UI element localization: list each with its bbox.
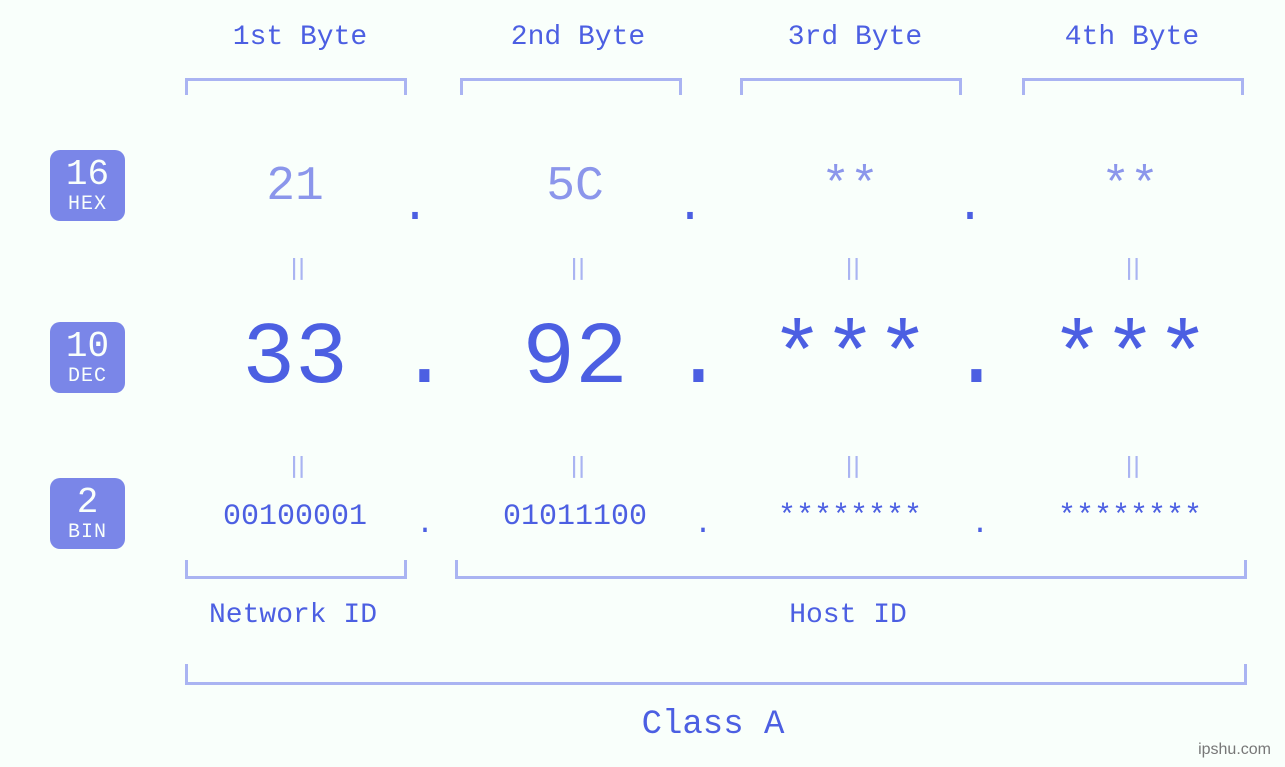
hex-dot-1: .	[395, 180, 435, 234]
byte-header-3: 3rd Byte	[745, 22, 965, 53]
top-bracket-2	[460, 78, 682, 95]
eq-hex-dec-1: =	[278, 247, 312, 292]
network-id-label: Network ID	[185, 600, 401, 631]
dec-byte-2: 92	[465, 310, 685, 409]
class-bracket	[185, 664, 1247, 685]
bin-label: BIN	[50, 522, 125, 543]
network-bracket	[185, 560, 407, 579]
dec-byte-3: ***	[740, 310, 960, 409]
dec-base: 10	[50, 328, 125, 366]
byte-header-2: 2nd Byte	[468, 22, 688, 53]
eq-dec-bin-3: =	[833, 445, 867, 490]
hex-badge: 16 HEX	[50, 150, 125, 221]
dec-badge: 10 DEC	[50, 322, 125, 393]
hex-byte-2: 5C	[485, 160, 665, 214]
bin-byte-4: ********	[1010, 500, 1250, 534]
bin-byte-2: 01011100	[455, 500, 695, 534]
eq-dec-bin-2: =	[558, 445, 592, 490]
dec-dot-2: .	[672, 310, 712, 409]
top-bracket-3	[740, 78, 962, 95]
bin-dot-3: .	[965, 508, 995, 542]
byte-header-4: 4th Byte	[1022, 22, 1242, 53]
bin-dot-1: .	[410, 508, 440, 542]
dec-dot-3: .	[950, 310, 990, 409]
dec-label: DEC	[50, 366, 125, 387]
hex-dot-3: .	[950, 180, 990, 234]
top-bracket-1	[185, 78, 407, 95]
bin-byte-1: 00100001	[175, 500, 415, 534]
byte-header-1: 1st Byte	[190, 22, 410, 53]
eq-dec-bin-4: =	[1113, 445, 1147, 490]
hex-label: HEX	[50, 194, 125, 215]
hex-byte-4: **	[1040, 160, 1220, 214]
eq-hex-dec-3: =	[833, 247, 867, 292]
eq-hex-dec-2: =	[558, 247, 592, 292]
watermark: ipshu.com	[1198, 741, 1271, 759]
bin-base: 2	[50, 484, 125, 522]
bin-byte-3: ********	[730, 500, 970, 534]
host-id-label: Host ID	[455, 600, 1241, 631]
bin-badge: 2 BIN	[50, 478, 125, 549]
class-label: Class A	[185, 706, 1241, 744]
eq-dec-bin-1: =	[278, 445, 312, 490]
hex-byte-3: **	[760, 160, 940, 214]
hex-base: 16	[50, 156, 125, 194]
dec-byte-4: ***	[1020, 310, 1240, 409]
dec-byte-1: 33	[185, 310, 405, 409]
top-bracket-4	[1022, 78, 1244, 95]
hex-byte-1: 21	[205, 160, 385, 214]
host-bracket	[455, 560, 1247, 579]
bin-dot-2: .	[688, 508, 718, 542]
dec-dot-1: .	[398, 310, 438, 409]
hex-dot-2: .	[670, 180, 710, 234]
eq-hex-dec-4: =	[1113, 247, 1147, 292]
